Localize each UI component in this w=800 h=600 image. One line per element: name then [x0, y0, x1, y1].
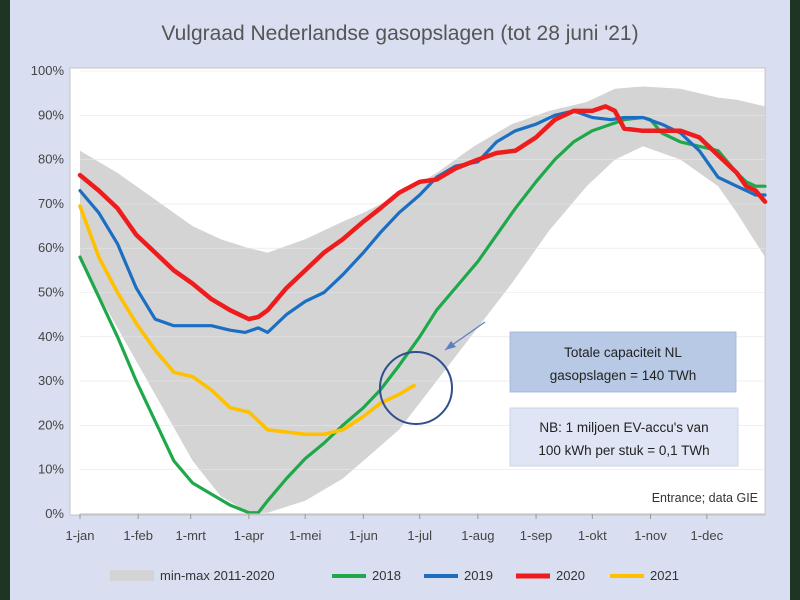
x-tick-label: 1-mei [289, 528, 322, 543]
legend-label-band: min-max 2011-2020 [160, 568, 275, 583]
capacity-box [509, 331, 737, 393]
x-tick-label: 1-jan [66, 528, 95, 543]
y-tick-label: 30% [38, 373, 64, 388]
x-tick-label: 1-mrt [176, 528, 207, 543]
minmax-band [80, 86, 765, 513]
slide-frame: Vulgraad Nederlandse gasopslagen (tot 28… [10, 0, 790, 600]
ev-line1: NB: 1 miljoen EV-accu's van [539, 420, 708, 435]
y-tick-label: 100% [31, 63, 65, 78]
x-tick-label: 1-aug [461, 528, 494, 543]
highlight-circle [379, 351, 453, 425]
capacity-line1: Totale capaciteit NL [564, 345, 682, 360]
legend-label-2021: 2021 [650, 568, 679, 583]
legend-label-2018: 2018 [372, 568, 401, 583]
y-tick-label: 90% [38, 107, 64, 122]
x-tick-label: 1-dec [691, 528, 724, 543]
y-tick-label: 10% [38, 462, 64, 477]
x-tick-label: 1-apr [234, 528, 265, 543]
x-tick-label: 1-sep [520, 528, 553, 543]
ev-box [509, 407, 739, 467]
chart: Vulgraad Nederlandse gasopslagen (tot 28… [31, 22, 768, 583]
x-tick-label: 1-okt [578, 528, 607, 543]
y-tick-label: 70% [38, 196, 64, 211]
pointer-arrow-head [445, 341, 456, 350]
capacity-line2: gasopslagen = 140 TWh [550, 368, 696, 383]
legend: min-max 2011-2020 2018 2019 2020 2021 [110, 568, 679, 583]
series-line-2020 [77, 104, 768, 322]
x-tick-label: 1-jun [349, 528, 378, 543]
chart-title: Vulgraad Nederlandse gasopslagen (tot 28… [161, 22, 638, 45]
source-note: Entrance; data GIE [652, 491, 758, 505]
y-tick-label: 80% [38, 152, 64, 167]
ev-line2: 100 kWh per stuk = 0,1 TWh [538, 443, 709, 458]
x-tick-label: 1-nov [634, 528, 667, 543]
y-tick-label: 50% [38, 285, 64, 300]
y-tick-label: 60% [38, 240, 64, 255]
legend-label-2019: 2019 [464, 568, 493, 583]
y-tick-label: 20% [38, 417, 64, 432]
x-tick-label: 1-feb [123, 528, 153, 543]
legend-swatch-band [110, 570, 154, 581]
x-tick-label: 1-jul [407, 528, 432, 543]
y-tick-label: 0% [45, 506, 64, 521]
series-line-2018 [78, 115, 767, 515]
legend-label-2020: 2020 [556, 568, 585, 583]
y-tick-label: 40% [38, 329, 64, 344]
series-line-2021 [78, 204, 416, 437]
